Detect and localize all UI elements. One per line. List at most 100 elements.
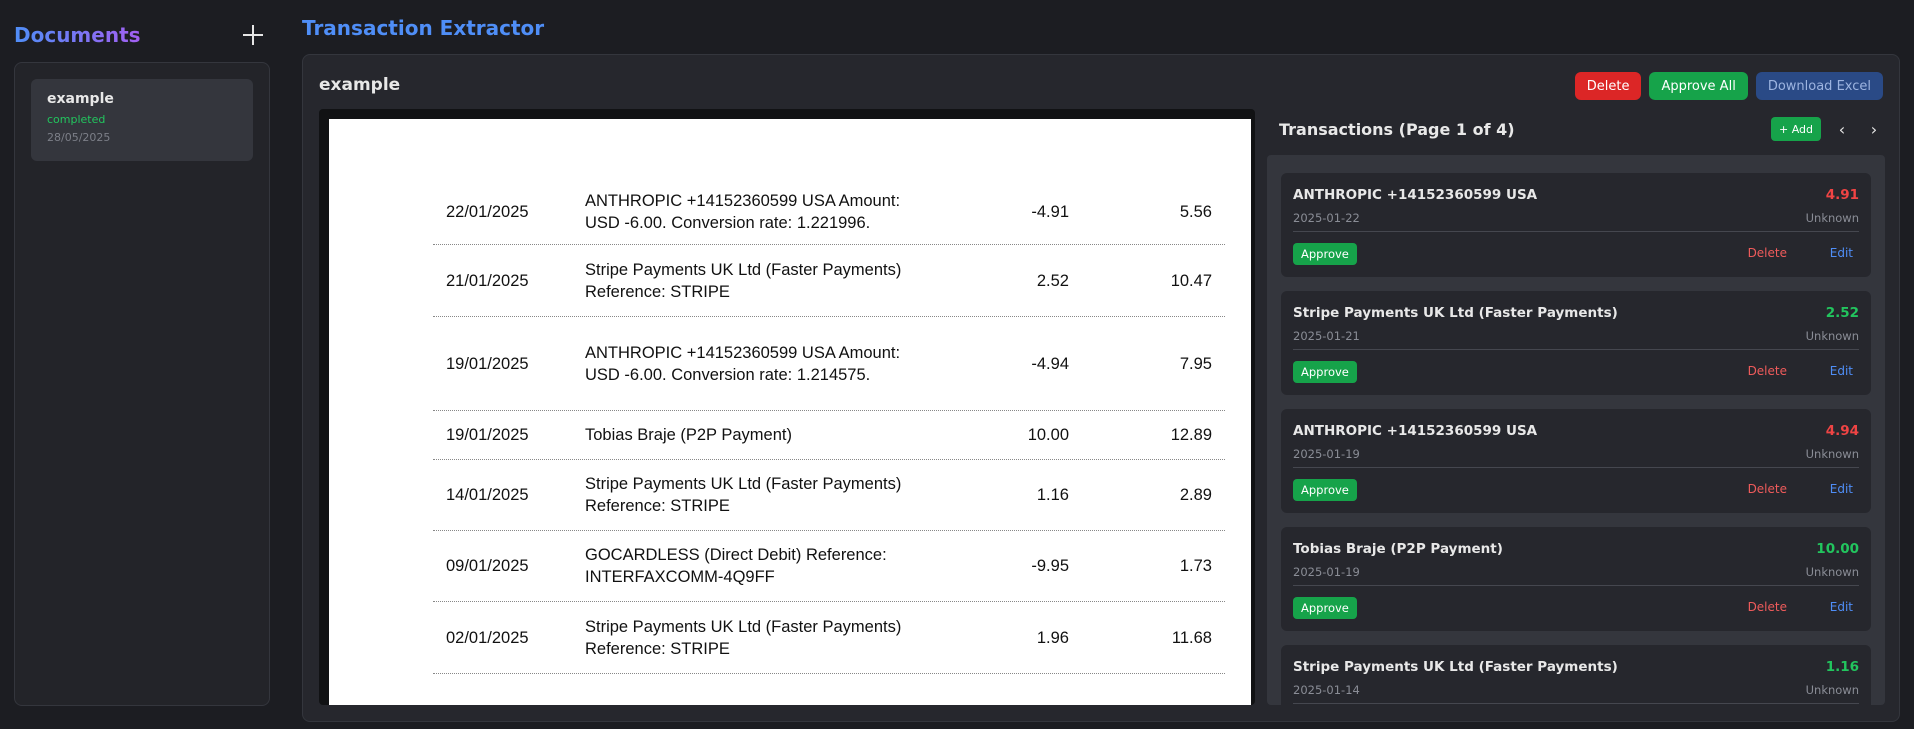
- transactions-header: Transactions (Page 1 of 4) + Add ‹ ›: [1279, 109, 1885, 149]
- transaction-card: Tobias Braje (P2P Payment) 2025-01-19 10…: [1281, 527, 1871, 631]
- approve-button[interactable]: Approve: [1293, 361, 1357, 383]
- statement-amount: 2.52: [1036, 271, 1069, 290]
- transaction-card: ANTHROPIC +14152360599 USA 2025-01-19 4.…: [1281, 409, 1871, 513]
- transactions-panel: Transactions (Page 1 of 4) + Add ‹ › ANT…: [1267, 109, 1885, 705]
- statement-description: Stripe Payments UK Ltd (Faster Payments)…: [585, 260, 902, 301]
- statement-row: 19/01/2025 Tobias Braje (P2P Payment) 10…: [433, 411, 1225, 460]
- statement-balance: 10.47: [1170, 271, 1212, 290]
- transaction-date: 2025-01-14: [1293, 683, 1360, 697]
- document-list: example completed 28/05/2025: [14, 62, 270, 706]
- statement-date: 19/01/2025: [446, 426, 529, 444]
- delete-button[interactable]: Delete: [1747, 482, 1787, 496]
- transaction-amount: 4.94: [1825, 423, 1859, 439]
- transactions-title: Transactions (Page 1 of 4): [1279, 119, 1515, 139]
- statement-amount: -4.94: [1031, 354, 1069, 373]
- divider: [1293, 467, 1859, 468]
- statement-date: 02/01/2025: [446, 628, 529, 647]
- transaction-date: 2025-01-19: [1293, 447, 1360, 461]
- download-excel-button[interactable]: Download Excel: [1755, 72, 1883, 100]
- statement-date: 21/01/2025: [446, 271, 529, 290]
- delete-button[interactable]: Delete: [1747, 364, 1787, 378]
- transaction-card: Stripe Payments UK Ltd (Faster Payments)…: [1281, 291, 1871, 395]
- statement-description: GOCARDLESS (Direct Debit) Reference: INT…: [585, 546, 887, 586]
- divider: [1293, 349, 1859, 350]
- plus-icon[interactable]: [240, 22, 266, 48]
- statement-amount: -9.95: [1031, 557, 1069, 575]
- statement-date: 22/01/2025: [446, 202, 529, 221]
- transaction-category: Unknown: [1805, 565, 1859, 579]
- approve-button[interactable]: Approve: [1293, 479, 1357, 501]
- transaction-date: 2025-01-21: [1293, 329, 1360, 343]
- document-name: example: [47, 91, 114, 107]
- transaction-card: ANTHROPIC +14152360599 USA 2025-01-22 4.…: [1281, 173, 1871, 277]
- document-actions: Delete Approve All Download Excel: [1574, 72, 1883, 100]
- statement-balance: 7.95: [1179, 354, 1212, 373]
- transaction-description: Stripe Payments UK Ltd (Faster Payments): [1293, 659, 1618, 675]
- statement-row: 22/01/2025 ANTHROPIC +14152360599 USA Am…: [433, 179, 1225, 245]
- transaction-amount: 1.16: [1825, 659, 1859, 675]
- transaction-category: Unknown: [1805, 447, 1859, 461]
- statement-row: 19/01/2025 ANTHROPIC +14152360599 USA Am…: [433, 317, 1225, 411]
- transaction-description: Stripe Payments UK Ltd (Faster Payments): [1293, 305, 1618, 321]
- statement-balance: 11.68: [1171, 628, 1212, 647]
- transaction-description: Tobias Braje (P2P Payment): [1293, 541, 1503, 557]
- transactions-toolbar: + Add ‹ ›: [1770, 117, 1885, 141]
- divider: [1293, 231, 1859, 232]
- statement-row: 02/01/2025 Stripe Payments UK Ltd (Faste…: [433, 602, 1225, 674]
- statement-description: ANTHROPIC +14152360599 USA Amount: USD -…: [585, 191, 901, 232]
- statement-balance: 1.73: [1179, 557, 1212, 575]
- document-title: example: [319, 75, 401, 95]
- transactions-list[interactable]: ANTHROPIC +14152360599 USA 2025-01-22 4.…: [1267, 155, 1885, 705]
- chevron-left-icon[interactable]: ‹: [1838, 119, 1846, 139]
- sidebar: Documents example completed 28/05/2025: [0, 0, 272, 729]
- edit-button[interactable]: Edit: [1829, 246, 1853, 260]
- transaction-date: 2025-01-19: [1293, 565, 1360, 579]
- chevron-right-icon[interactable]: ›: [1870, 119, 1878, 139]
- edit-button[interactable]: Edit: [1829, 600, 1853, 614]
- approve-button[interactable]: Approve: [1293, 243, 1357, 265]
- transaction-description: ANTHROPIC +14152360599 USA: [1293, 187, 1538, 203]
- delete-button[interactable]: Delete: [1747, 246, 1787, 260]
- statement-amount: 1.16: [1036, 486, 1069, 504]
- statement-description: Stripe Payments UK Ltd (Faster Payments)…: [585, 475, 902, 515]
- document-item[interactable]: example completed 28/05/2025: [31, 79, 253, 161]
- statement-page: 22/01/2025 ANTHROPIC +14152360599 USA Am…: [329, 119, 1251, 705]
- add-transaction-button[interactable]: + Add: [1770, 117, 1821, 141]
- app-title: Transaction Extractor: [302, 16, 545, 40]
- approve-button[interactable]: Approve: [1293, 597, 1357, 619]
- edit-button[interactable]: Edit: [1829, 482, 1853, 496]
- statement-amount: -4.91: [1031, 202, 1069, 221]
- statement-balance: 2.89: [1179, 486, 1212, 504]
- statement-row: 09/01/2025 GOCARDLESS (Direct Debit) Ref…: [433, 531, 1225, 602]
- transaction-date: 2025-01-22: [1293, 211, 1360, 225]
- edit-button[interactable]: Edit: [1829, 364, 1853, 378]
- statement-date: 19/01/2025: [446, 354, 529, 373]
- sidebar-title: Documents: [14, 23, 141, 47]
- document-date: 28/05/2025: [47, 131, 111, 144]
- statement-amount: 10.00: [1027, 426, 1069, 444]
- statement-balance: 12.89: [1170, 426, 1212, 444]
- statement-amount: 1.96: [1036, 628, 1069, 647]
- transaction-description: ANTHROPIC +14152360599 USA: [1293, 423, 1538, 439]
- approve-all-button[interactable]: Approve All: [1649, 72, 1748, 100]
- delete-document-button[interactable]: Delete: [1574, 72, 1642, 100]
- document-viewer[interactable]: 22/01/2025 ANTHROPIC +14152360599 USA Am…: [319, 109, 1255, 705]
- statement-description: Stripe Payments UK Ltd (Faster Payments)…: [585, 617, 902, 658]
- divider: [1293, 703, 1859, 704]
- transaction-amount: 10.00: [1816, 541, 1859, 557]
- statement-date: 14/01/2025: [446, 486, 529, 504]
- statement-balance: 5.56: [1179, 202, 1212, 221]
- delete-button[interactable]: Delete: [1747, 600, 1787, 614]
- statement-date: 09/01/2025: [446, 557, 529, 575]
- sidebar-header: Documents: [14, 20, 266, 50]
- statement-description: ANTHROPIC +14152360599 USA Amount: USD -…: [585, 343, 901, 384]
- transaction-category: Unknown: [1805, 211, 1859, 225]
- statement-description: Tobias Braje (P2P Payment): [585, 426, 792, 444]
- transaction-category: Unknown: [1805, 683, 1859, 697]
- statement-row: 14/01/2025 Stripe Payments UK Ltd (Faste…: [433, 460, 1225, 531]
- transaction-card: Stripe Payments UK Ltd (Faster Payments)…: [1281, 645, 1871, 705]
- main-panel: example Delete Approve All Download Exce…: [302, 54, 1900, 722]
- statement-row: 21/01/2025 Stripe Payments UK Ltd (Faste…: [433, 245, 1225, 317]
- divider: [1293, 585, 1859, 586]
- transaction-category: Unknown: [1805, 329, 1859, 343]
